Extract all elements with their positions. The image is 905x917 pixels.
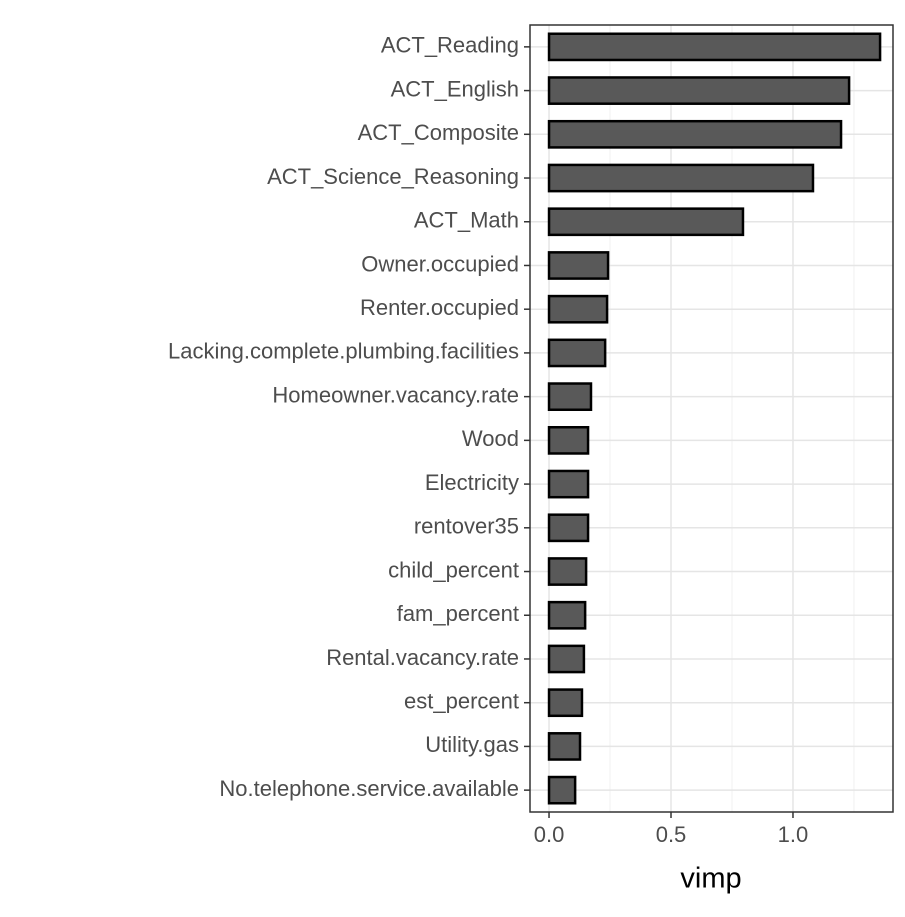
y-tick-label: child_percent: [388, 557, 519, 582]
bar: [547, 775, 577, 805]
bar: [547, 76, 851, 105]
y-tick-label: fam_percent: [397, 601, 519, 626]
bar: [547, 163, 815, 193]
bar: [547, 425, 590, 455]
bar: [547, 732, 582, 761]
bar: [547, 338, 607, 368]
x-tick-label: 0.0: [534, 822, 565, 847]
bar: [547, 382, 593, 412]
y-tick-label: Rental.vacancy.rate: [326, 645, 519, 670]
x-tick-label: 0.5: [656, 822, 687, 847]
bar: [547, 600, 587, 630]
bar: [547, 644, 586, 674]
x-tick-label: 1.0: [778, 822, 809, 847]
x-axis-title: vimp: [680, 863, 741, 895]
panel-border: [529, 24, 894, 813]
y-tick-label: rentover35: [414, 514, 519, 539]
bar: [547, 32, 882, 62]
y-tick-label: est_percent: [404, 689, 519, 714]
bar: [547, 207, 745, 237]
y-tick-label: Lacking.complete.plumbing.facilities: [168, 339, 519, 364]
y-tick-label: ACT_Reading: [381, 33, 519, 58]
y-tick-label: Owner.occupied: [361, 251, 519, 276]
y-tick-label: Renter.occupied: [360, 295, 519, 320]
y-tick-label: Wood: [462, 426, 519, 451]
bar: [547, 251, 610, 280]
bar: [547, 119, 843, 149]
y-tick-label: ACT_Composite: [358, 120, 519, 145]
y-tick-label: Electricity: [425, 470, 519, 495]
bar: [547, 469, 590, 499]
y-tick-label: ACT_Math: [414, 208, 519, 233]
bar: [547, 557, 588, 586]
bar: [547, 513, 590, 543]
y-tick-label: Homeowner.vacancy.rate: [272, 382, 519, 407]
y-tick-label: ACT_Science_Reasoning: [267, 164, 519, 189]
y-tick-label: No.telephone.service.available: [219, 776, 519, 801]
y-tick-label: Utility.gas: [425, 732, 519, 757]
y-tick-label: ACT_English: [391, 76, 519, 101]
bar: [547, 294, 609, 324]
bar: [547, 688, 584, 718]
